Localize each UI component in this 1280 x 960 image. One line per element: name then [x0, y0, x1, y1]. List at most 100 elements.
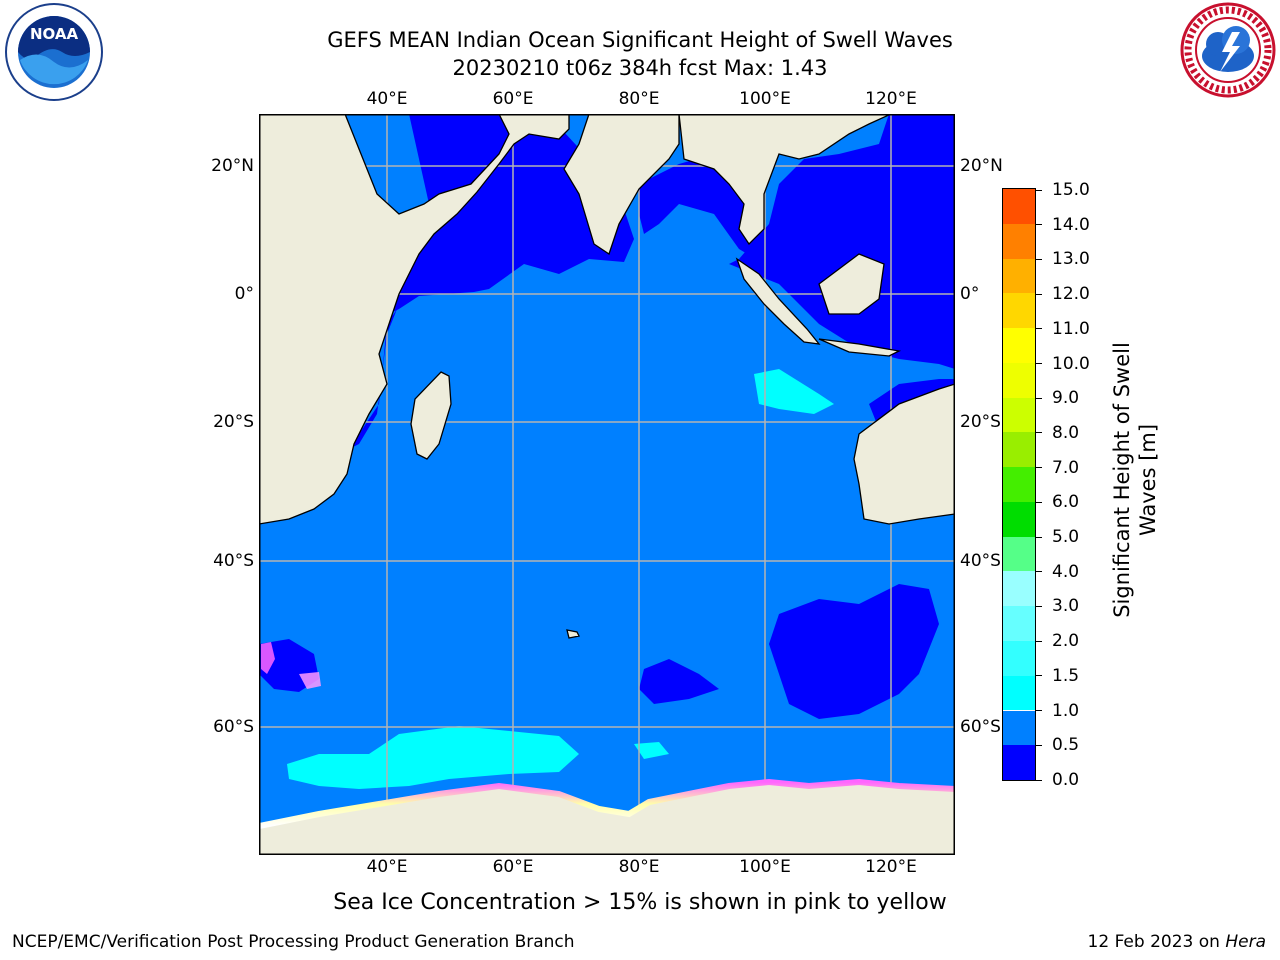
colorbar-tick-mark	[1036, 710, 1042, 712]
footer-date: 12 Feb 2023 on Hera	[1088, 932, 1266, 952]
colorbar-band	[1003, 745, 1035, 780]
lon-tick-bottom-60e: 60°E	[492, 857, 534, 877]
southern-ocean-low-swell-east	[769, 584, 939, 719]
lon-tick-top-40e: 40°E	[366, 89, 408, 109]
colorbar-tick-mark	[1036, 328, 1042, 330]
colorbar-band	[1003, 536, 1035, 572]
colorbar-label-line2: Waves [m]	[1136, 423, 1160, 537]
chart-subtitle: 20230210 t06z 384h fcst Max: 1.43	[452, 56, 828, 80]
colorbar-tick-mark	[1036, 571, 1042, 573]
colorbar-band	[1003, 501, 1035, 537]
africa-arabia-land	[259, 114, 570, 525]
lat-tick-right-20n: 20°N	[960, 156, 1003, 176]
indonesia-low-swell	[729, 114, 955, 369]
madagascar-land	[410, 371, 452, 460]
colorbar-tick-label: 0.0	[1052, 770, 1080, 790]
java-land	[818, 338, 902, 357]
lat-tick-right-40s: 40°S	[960, 551, 1001, 571]
colorbar-tick-mark	[1036, 363, 1042, 365]
noaa-logo-text: NOAA	[30, 25, 79, 43]
sea-ice-patch-west	[261, 642, 275, 674]
colorbar-band	[1003, 328, 1035, 363]
south-indian-high-swell-patch	[754, 369, 834, 414]
sea-ice-edge	[259, 778, 955, 829]
lat-tick-left-40s: 40°S	[213, 551, 254, 571]
colorbar-band	[1003, 362, 1035, 398]
lat-tick-left-20n: 20°N	[211, 156, 254, 176]
colorbar-band	[1003, 675, 1035, 711]
colorbar-tick-label: 0.5	[1052, 735, 1080, 756]
australia-land	[853, 383, 955, 525]
colorbar-tick-mark	[1036, 501, 1042, 503]
colorbar-label-line1: Significant Height of Swell	[1110, 342, 1134, 618]
colorbar-tick-label: 10.0	[1052, 353, 1090, 374]
colorbar-tick-label: 1.5	[1052, 665, 1080, 686]
colorbar-tick-label: 13.0	[1052, 249, 1090, 270]
colorbar-tick-label: 8.0	[1052, 422, 1080, 443]
colorbar-tick-mark	[1036, 605, 1042, 607]
sea-ice-caption: Sea Ice Concentration > 15% is shown in …	[333, 890, 947, 915]
colorbar-band	[1003, 640, 1035, 676]
colorbar-band	[1003, 571, 1035, 607]
lon-tick-top-100e: 100°E	[739, 89, 791, 109]
footer-host: Hera	[1225, 932, 1266, 952]
colorbar-tick-mark	[1036, 779, 1042, 781]
kerguelen-island	[566, 629, 580, 639]
colorbar-tick-label: 15.0	[1052, 180, 1090, 200]
southern-ocean-high-swell-west	[287, 726, 579, 789]
lat-tick-right-0: 0°	[960, 284, 980, 304]
colorbar-tick-mark	[1036, 640, 1042, 642]
lon-tick-bottom-120e: 120°E	[865, 857, 917, 877]
colorbar-band	[1003, 258, 1035, 294]
colorbar-tick-label: 9.0	[1052, 388, 1080, 409]
map-frame	[259, 114, 955, 855]
colorbar-tick-mark	[1036, 467, 1042, 469]
colorbar-tick-label: 4.0	[1052, 561, 1080, 582]
lon-tick-top-80e: 80°E	[618, 89, 660, 109]
colorbar-tick-mark	[1036, 744, 1042, 746]
borneo-land	[818, 253, 885, 315]
colorbar-band	[1003, 432, 1035, 468]
lat-tick-right-20s: 20°S	[960, 412, 1001, 432]
lat-tick-left-60s: 60°S	[213, 717, 254, 737]
lat-tick-left-0: 0°	[234, 284, 254, 304]
lon-tick-bottom-40e: 40°E	[366, 857, 408, 877]
colorbar-tick-label: 7.0	[1052, 457, 1080, 478]
colorbar-band	[1003, 397, 1035, 433]
chart-title: GEFS MEAN Indian Ocean Significant Heigh…	[327, 28, 953, 52]
colorbar-label: Significant Height of Swell Waves [m]	[1090, 342, 1180, 618]
footer-credit: NCEP/EMC/Verification Post Processing Pr…	[12, 932, 575, 952]
colorbar-tick-mark	[1036, 536, 1042, 538]
colorbar-band	[1003, 293, 1035, 329]
colorbar-band	[1003, 606, 1035, 641]
colorbar-band	[1003, 710, 1035, 746]
colorbar-tick-label: 12.0	[1052, 284, 1090, 305]
colorbar-tick-mark	[1036, 189, 1042, 191]
colorbar-tick-mark	[1036, 397, 1042, 399]
mozambique-low-swell	[349, 309, 397, 449]
sumatra-land	[735, 257, 821, 345]
southern-ocean-high-swell-east	[634, 742, 669, 759]
colorbar-tick-label: 14.0	[1052, 214, 1090, 235]
colorbar-tick-mark	[1036, 224, 1042, 226]
footer-date-text: 12 Feb 2023 on	[1087, 932, 1226, 952]
colorbar-tick-mark	[1036, 432, 1042, 434]
colorbar-tick-mark	[1036, 293, 1042, 295]
colorbar-tick-label: 2.0	[1052, 631, 1080, 652]
noaa-logo: NOAA	[4, 2, 104, 102]
colorbar-tick-label: 6.0	[1052, 492, 1080, 513]
southeast-asia-land	[678, 114, 892, 246]
colorbar-band	[1003, 189, 1035, 224]
lat-tick-left-20s: 20°S	[213, 412, 254, 432]
nws-logo	[1180, 2, 1276, 98]
colorbar-tick-mark	[1036, 675, 1042, 677]
landmasses	[259, 114, 955, 855]
sea-ice-patch-west-2	[299, 672, 321, 689]
colorbar	[1002, 188, 1036, 781]
lat-tick-right-60s: 60°S	[960, 717, 1001, 737]
colorbar-tick-label: 5.0	[1052, 527, 1080, 548]
colorbar-tick-mark	[1036, 258, 1042, 260]
lon-tick-bottom-80e: 80°E	[618, 857, 660, 877]
colorbar-tick-label: 3.0	[1052, 596, 1080, 617]
colorbar-band	[1003, 467, 1035, 502]
